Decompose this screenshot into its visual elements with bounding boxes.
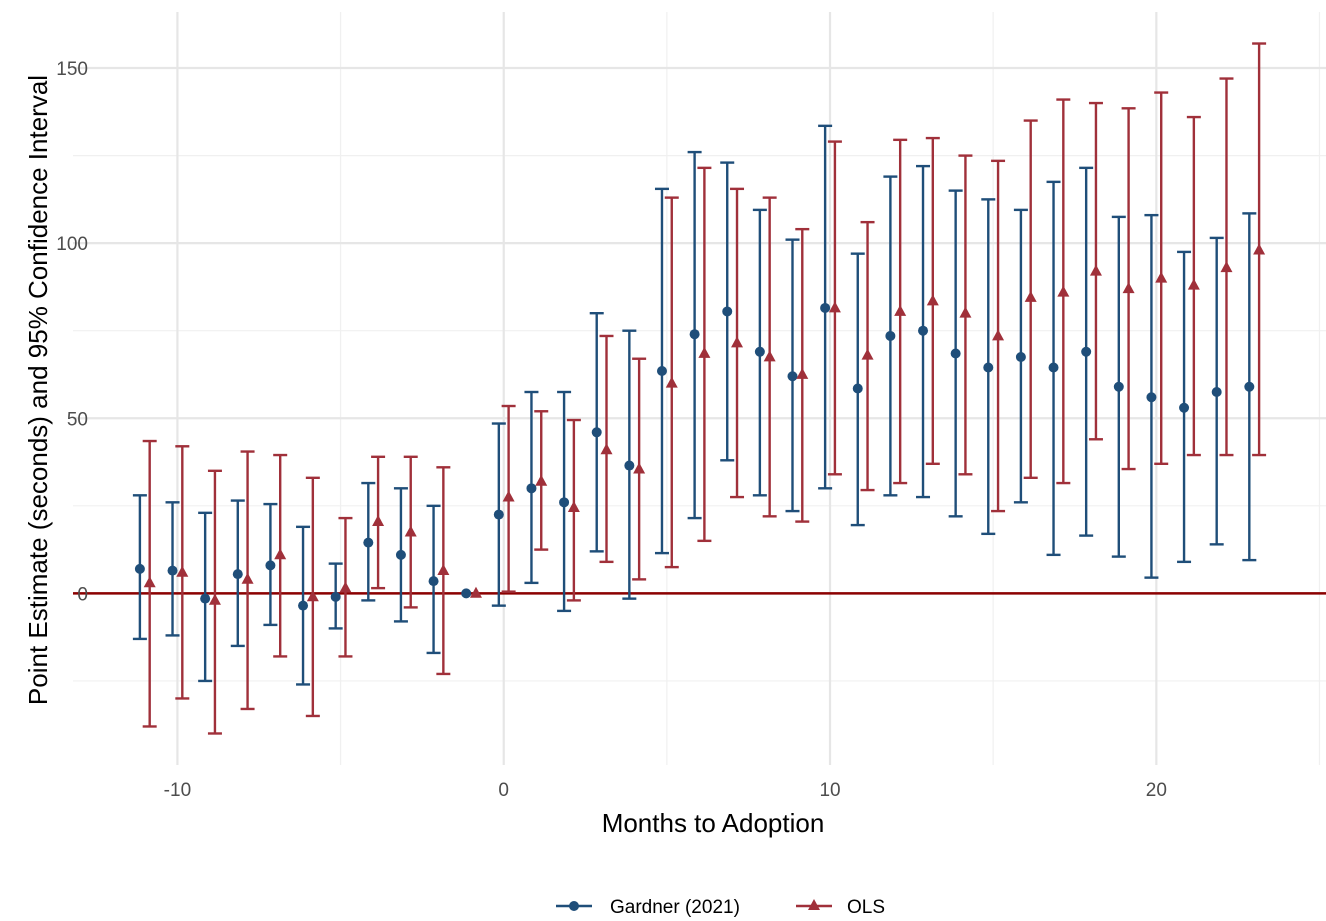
ols-point: [176, 565, 189, 577]
gardner-point: [722, 306, 733, 317]
ols-point: [763, 350, 776, 362]
ols-point: [469, 586, 482, 598]
gardner-point: [200, 593, 211, 604]
ols-point: [306, 590, 319, 602]
gardner-point: [820, 302, 831, 313]
y-tick-label: 50: [67, 409, 88, 430]
legend-key-marker: [569, 901, 579, 911]
gardner-point: [330, 591, 341, 602]
error-bars: [132, 42, 1267, 735]
x-tick-label: 10: [819, 780, 840, 801]
gardner-point: [1113, 381, 1124, 392]
ols-point: [535, 474, 548, 486]
grid: [73, 12, 1326, 765]
gardner-point: [265, 560, 276, 571]
ols-point: [600, 443, 613, 455]
gardner-point: [493, 509, 504, 520]
ols-point: [828, 301, 841, 313]
ols-point: [1057, 285, 1070, 297]
gardner-point: [591, 427, 602, 438]
ols-point: [567, 500, 580, 512]
y-tick-label: 100: [56, 234, 88, 255]
gardner-point: [787, 371, 798, 382]
gardner-point: [167, 565, 178, 576]
y-axis-title: Point Estimate (seconds) and 95% Confide…: [23, 75, 53, 705]
gardner-point: [624, 460, 635, 471]
gardner-point: [461, 588, 472, 599]
gardner-point: [1081, 346, 1092, 357]
ols-point: [1155, 271, 1168, 283]
gardner-point: [983, 362, 994, 373]
ols-point: [1122, 282, 1135, 294]
ols-point: [143, 576, 156, 588]
y-axis-tick-labels: 0 50 100 150: [56, 59, 88, 605]
gardner-point: [559, 497, 570, 508]
ols-point: [1253, 243, 1266, 255]
ols-point: [502, 490, 515, 502]
gardner-point: [363, 537, 374, 548]
ols-point: [339, 581, 352, 593]
legend-item-gardner: Gardner (2021): [556, 897, 740, 918]
ols-point: [372, 514, 385, 526]
ols-point: [894, 304, 907, 316]
ols-point: [796, 367, 809, 379]
legend-label-gardner: Gardner (2021): [610, 897, 740, 918]
gardner-point: [950, 348, 961, 359]
gardner-point: [1179, 402, 1190, 413]
gardner-point: [689, 329, 700, 340]
y-tick-label: 0: [77, 584, 88, 605]
ols-point: [665, 376, 678, 388]
ols-point: [1187, 278, 1200, 290]
ols-point: [992, 329, 1005, 341]
ols-point: [698, 346, 711, 358]
point-markers: [134, 243, 1266, 611]
gardner-point: [1015, 351, 1026, 362]
gardner-point: [656, 365, 667, 376]
gardner-point: [1048, 362, 1059, 373]
x-axis-tick-labels: -10 0 10 20: [164, 780, 1167, 801]
ols-point: [1220, 261, 1233, 273]
gardner-point: [852, 383, 863, 394]
gardner-point: [1244, 381, 1255, 392]
ols-point: [241, 572, 254, 584]
y-tick-label: 150: [56, 59, 88, 80]
x-tick-label: -10: [164, 780, 191, 801]
ols-point: [437, 564, 450, 576]
gardner-point: [298, 600, 309, 611]
gardner-point: [754, 346, 765, 357]
ols-point: [1089, 264, 1102, 276]
x-tick-label: 20: [1146, 780, 1167, 801]
gardner-point: [1146, 392, 1157, 403]
ols-point: [926, 294, 939, 306]
gardner-point: [918, 325, 929, 336]
ols-point: [633, 462, 646, 474]
gardner-point: [232, 569, 243, 580]
gardner-point: [395, 549, 406, 560]
legend-item-ols: OLS: [796, 897, 885, 918]
ols-point: [861, 348, 874, 360]
gardner-point: [1211, 387, 1222, 398]
ols-point: [731, 336, 744, 348]
ols-point: [404, 525, 417, 537]
legend-label-ols: OLS: [847, 897, 885, 918]
x-tick-label: 0: [498, 780, 509, 801]
gardner-point: [134, 563, 145, 574]
ols-point: [1024, 290, 1037, 302]
legend: Gardner (2021) OLS: [556, 897, 885, 918]
gardner-point: [428, 576, 439, 587]
ols-point: [274, 548, 287, 560]
gardner-point: [885, 330, 896, 341]
x-axis-title: Months to Adoption: [602, 808, 825, 838]
ols-point: [959, 306, 972, 318]
legend-key-marker: [808, 899, 820, 910]
ols-point: [208, 593, 221, 605]
gardner-point: [526, 483, 537, 494]
